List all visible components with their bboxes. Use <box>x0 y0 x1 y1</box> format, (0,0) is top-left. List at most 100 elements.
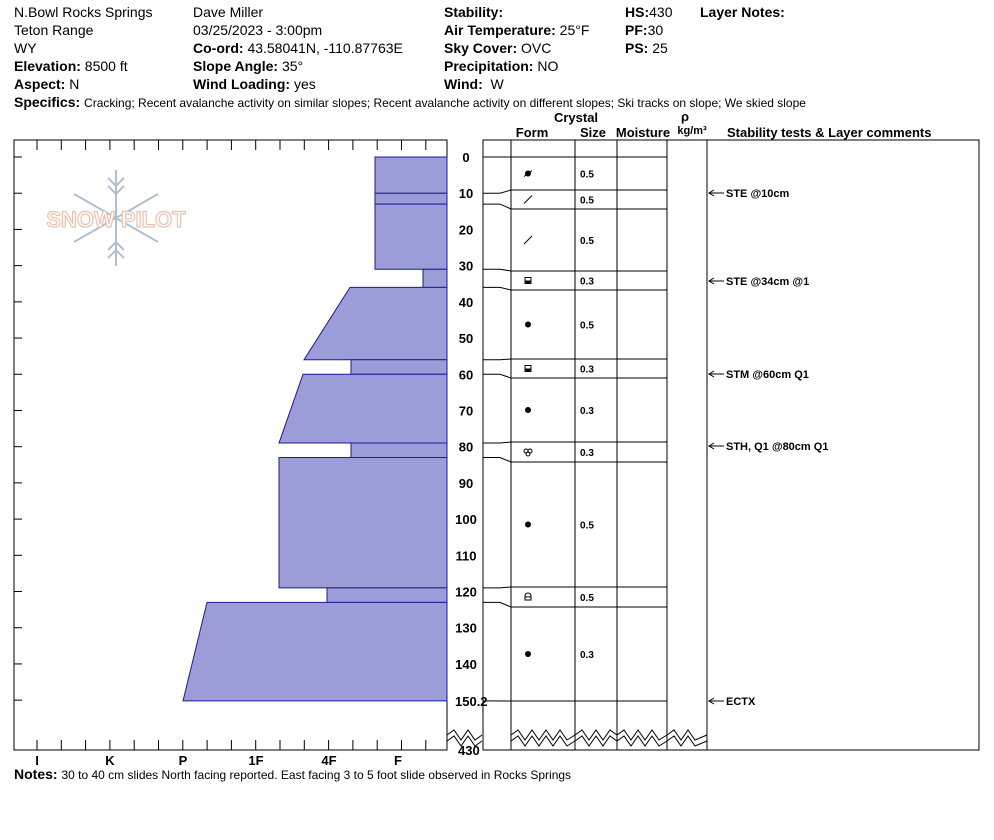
ps-row: PS: 25 <box>625 40 668 56</box>
depth-label: 430 <box>458 743 480 758</box>
elevation-row: Elevation: 8500 ft <box>14 58 128 74</box>
crystal-size: 0.5 <box>580 236 594 247</box>
depth-label: 130 <box>455 621 477 636</box>
hardness-label: K <box>105 753 115 768</box>
crystal-form-rounds-icon <box>525 407 531 413</box>
arrow-head-icon <box>708 697 715 705</box>
crystal-form-faceted-rounding-icon <box>524 592 532 601</box>
hardness-layer <box>278 457 448 589</box>
range-name: Teton Range <box>14 22 94 38</box>
wind-loading-row: Wind Loading: yes <box>193 76 316 92</box>
layer-connector <box>483 441 512 444</box>
depth-label: 0 <box>462 150 469 165</box>
layer-connector <box>483 268 512 272</box>
depth-break-zigzag <box>446 729 708 747</box>
hardness-label: P <box>179 753 188 768</box>
hardness-layer <box>350 359 448 375</box>
form-header: Form <box>516 125 549 140</box>
crystal-form-decomposing-icon <box>523 195 533 204</box>
hardness-layer <box>303 286 448 361</box>
hardness-layer <box>278 373 448 444</box>
stability-test-markers: STE @10cm STE @34cm @1 STM @60cm Q1 STH, Q1… <box>708 188 828 708</box>
weather-info: Stability: Air Temperature: 25°F Sky Cov… <box>444 3 589 93</box>
hardness-axis: I K P 1F 4F F <box>35 753 402 768</box>
hardness-layer <box>374 192 448 205</box>
air-temp-value: 25°F <box>559 22 590 38</box>
observation-info: Dave Miller 03/25/2023 - 3:00pm Co-ord: … <box>193 3 403 93</box>
depth-label: 20 <box>459 222 473 237</box>
elevation-value: 8500 ft <box>84 58 128 74</box>
stability-row: Stability: <box>444 4 504 20</box>
crystal-form-melt-freeze-icon <box>524 365 532 372</box>
pf-value: 30 <box>647 22 664 38</box>
crystal-size: 0.3 <box>580 365 594 376</box>
layer-connector <box>483 286 512 291</box>
hardness-layer <box>422 268 448 288</box>
depth-label: 10 <box>459 186 473 201</box>
crystal-form-rounds-icon <box>525 521 531 528</box>
arrow-head-icon <box>708 277 715 285</box>
specifics-label: Specifics: <box>14 94 81 110</box>
depth-label: 60 <box>459 367 473 382</box>
observation-datetime: 03/25/2023 - 3:00pm <box>193 22 323 38</box>
depth-label: 140 <box>455 657 477 672</box>
layer-connector <box>483 586 512 589</box>
crystal-size: 0.5 <box>580 521 594 532</box>
wind-row: Wind: W <box>444 76 504 92</box>
hardness-layer <box>374 156 448 194</box>
arrow-head-icon <box>708 189 715 197</box>
crystal-size: 0.5 <box>580 593 594 604</box>
arrow-head-icon <box>708 442 715 450</box>
depth-label: 150.2 <box>455 694 488 709</box>
depth-label: 110 <box>456 548 477 563</box>
notes-label: Notes: <box>14 766 58 782</box>
crystal-form-rounds-icon <box>525 651 531 657</box>
depth-label: 70 <box>459 403 473 418</box>
layer-connector <box>483 373 512 379</box>
crystal-size: 0.5 <box>580 170 594 181</box>
notes-row: Notes: 30 to 40 cm slides North facing r… <box>14 766 571 782</box>
notes-text: 30 to 40 cm slides North facing reported… <box>61 768 572 782</box>
crystal-form-decomposing-icon <box>523 235 533 245</box>
density-unit-header: kg/m³ <box>677 125 707 137</box>
layer-connector <box>483 601 512 608</box>
specifics-text: Cracking; Recent avalanche activity on s… <box>84 96 806 110</box>
stability-test-label: STH, Q1 @80cm Q1 <box>726 441 828 453</box>
state-name: WY <box>14 40 37 56</box>
depth-label: 100 <box>455 512 477 527</box>
depth-label: 30 <box>459 259 473 274</box>
crystal-form-rounding-faceted-icon <box>523 170 533 177</box>
hardness-profile <box>182 156 448 702</box>
crystal-size: 0.3 <box>580 650 594 661</box>
crystal-header: Crystal <box>554 110 598 125</box>
observer-name: Dave Miller <box>193 4 264 20</box>
layer-table-frame <box>482 139 980 751</box>
hardness-layer <box>182 601 448 702</box>
rho-header: ρ <box>681 109 689 124</box>
stability-test-label: ECTX <box>726 696 756 708</box>
crystal-size: 0.5 <box>580 321 594 332</box>
snowpilot-logo: SNOW PILOT <box>46 207 186 232</box>
hs-value: 430 <box>649 4 673 20</box>
depth-axis: 0 10 20 30 40 50 60 70 80 90 100 110 120 130 140 150.2 4… <box>455 150 488 758</box>
depth-label: 90 <box>459 476 473 491</box>
layer-connector <box>483 203 512 210</box>
snowpack-info: HS:430 PF:30 PS: 25 <box>625 3 672 57</box>
precip-row: Precipitation: NO <box>444 58 559 74</box>
hardness-label: 1F <box>248 753 263 768</box>
depth-label: 40 <box>459 295 473 310</box>
arrow-head-icon <box>708 370 715 378</box>
hardness-layer <box>326 587 448 603</box>
precip-value: NO <box>537 58 559 74</box>
location-name: N.Bowl Rocks Springs <box>14 4 153 20</box>
aspect-value: N <box>69 76 80 92</box>
size-header: Size <box>580 125 606 140</box>
specifics-row: Specifics: Cracking; Recent avalanche ac… <box>14 94 806 110</box>
hardness-layer <box>350 442 448 459</box>
coord-row: Co-ord: 43.58041N, -110.87763E <box>193 40 403 56</box>
hs-row: HS:430 <box>625 4 673 20</box>
depth-label: 120 <box>455 585 477 600</box>
hardness-label: I <box>35 753 39 768</box>
ps-value: 25 <box>652 40 668 56</box>
